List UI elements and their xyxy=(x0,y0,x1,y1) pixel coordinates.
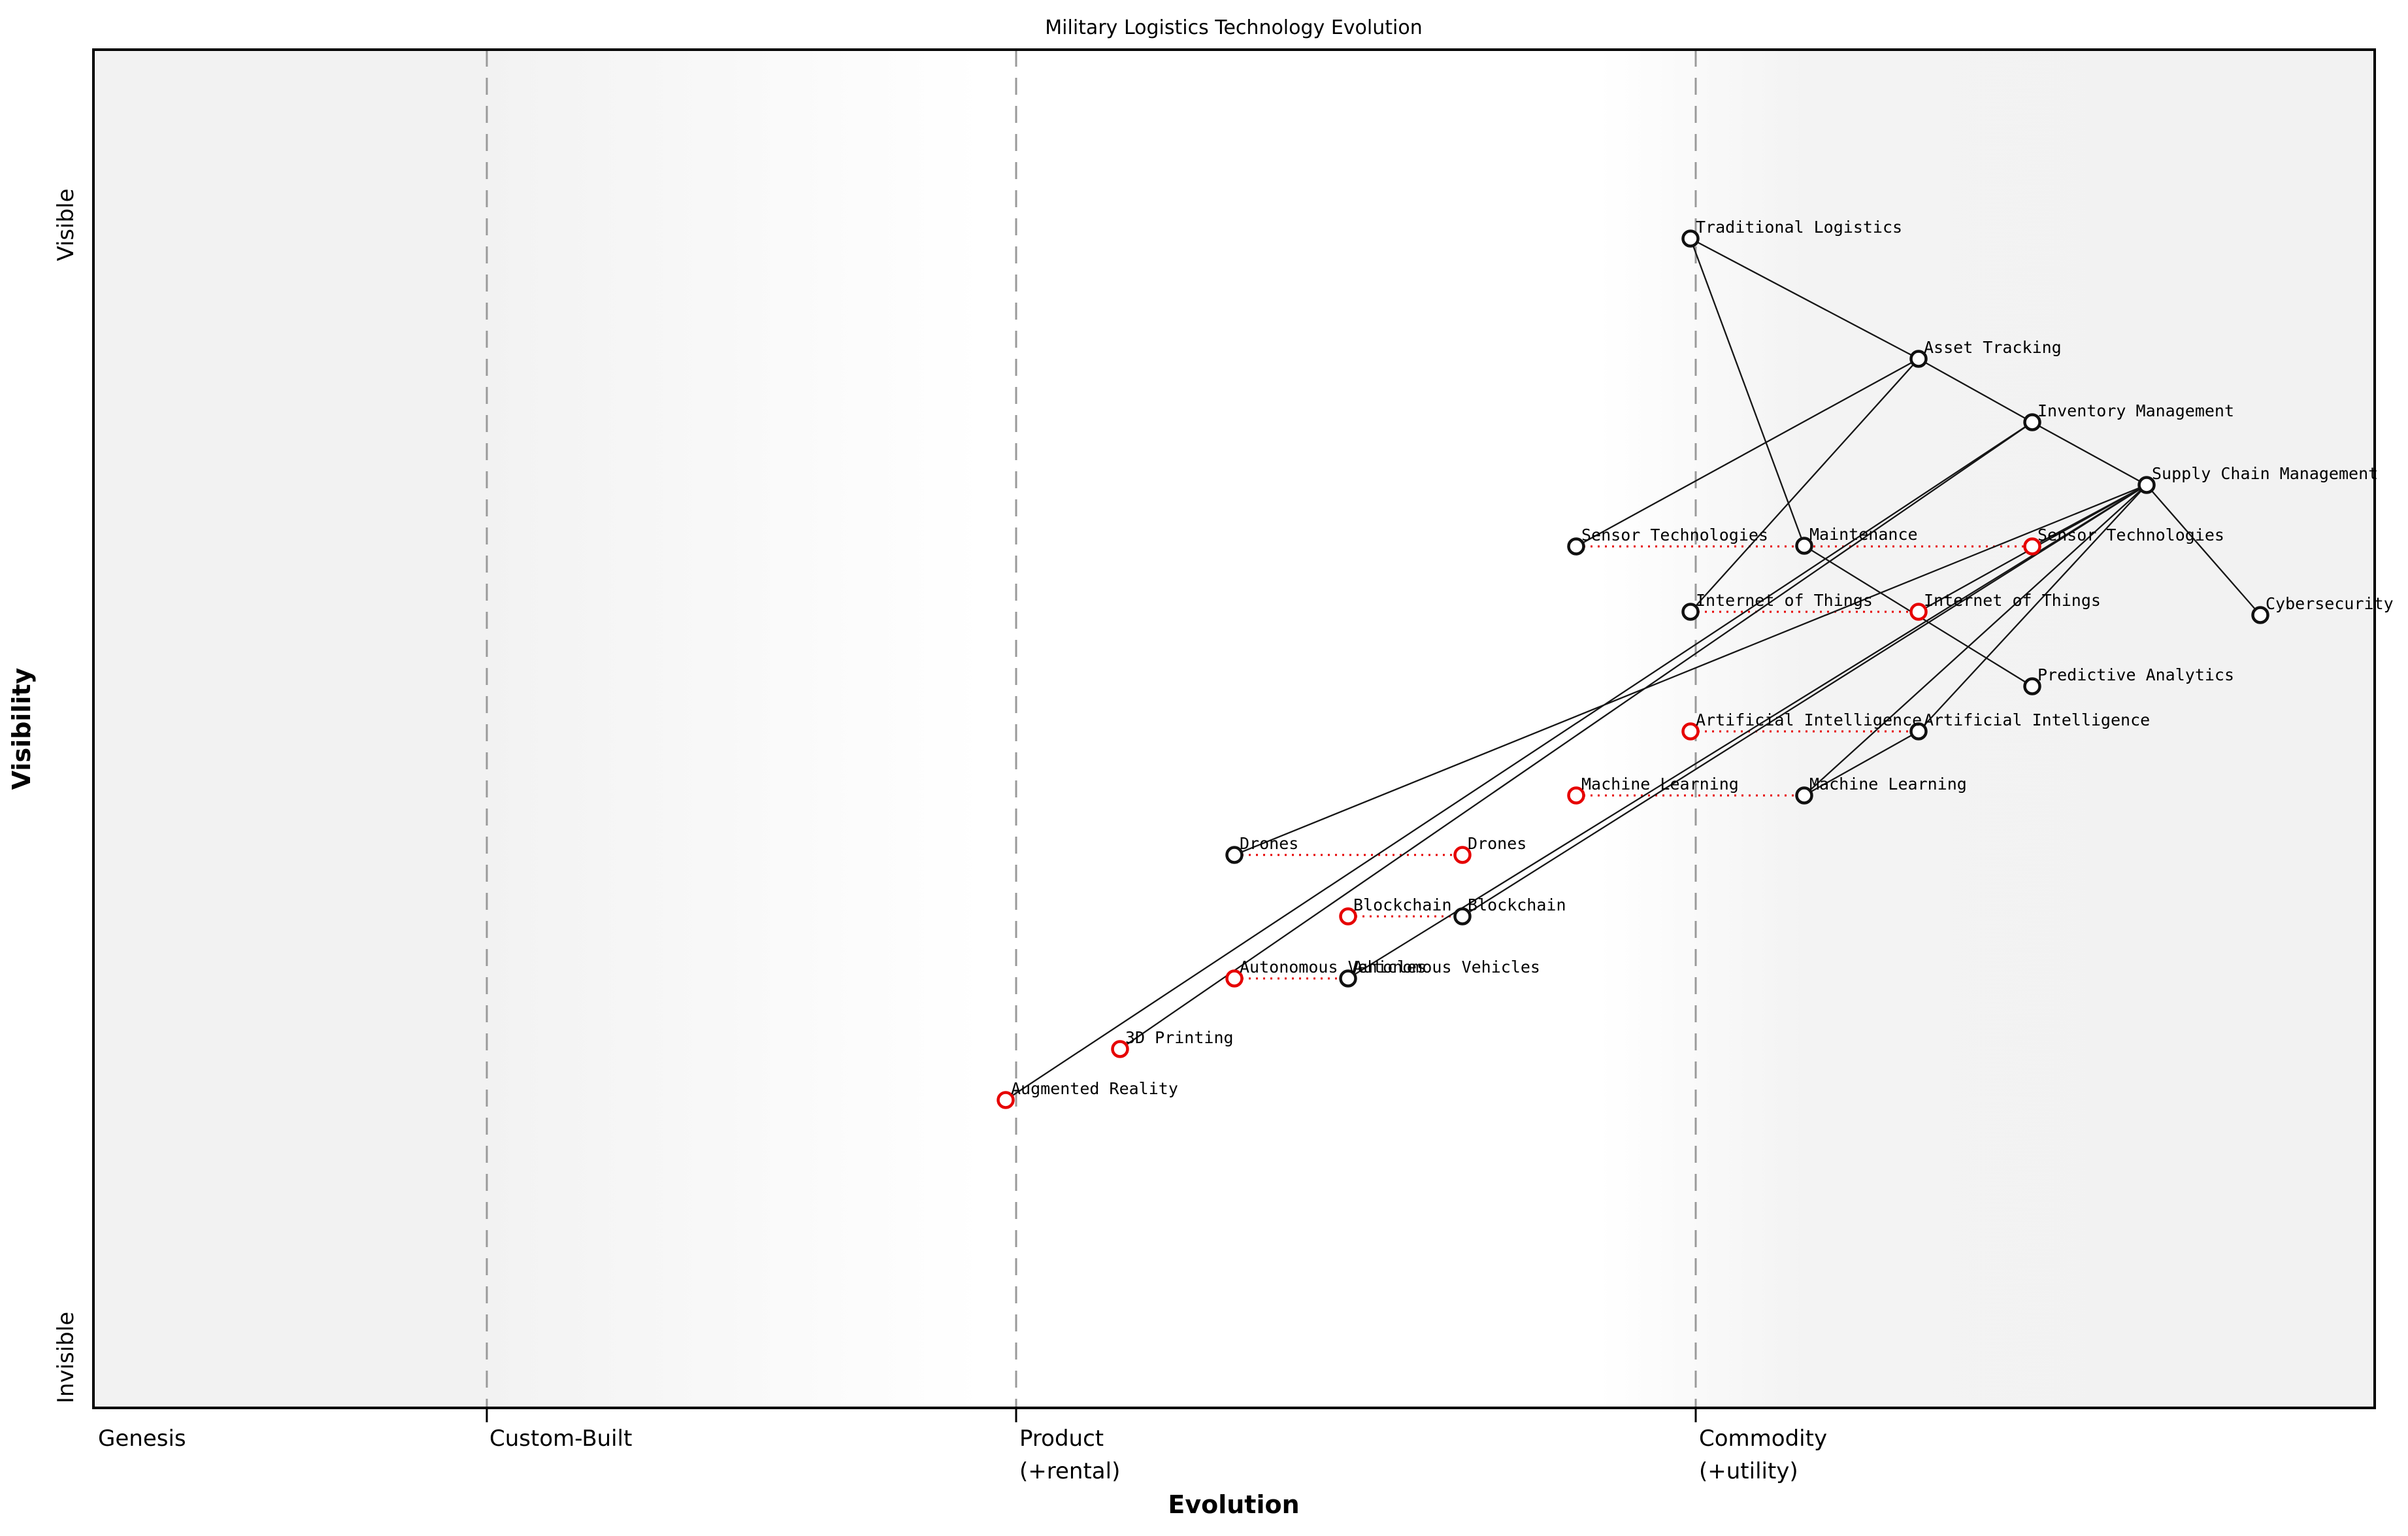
x-axis-title: Evolution xyxy=(1168,1490,1299,1519)
node-mnt xyxy=(1795,537,1813,555)
node-st_b xyxy=(1567,537,1585,556)
node-label-pa: Predictive Analytics xyxy=(2037,665,2234,684)
graph-edge xyxy=(1804,484,2147,796)
node-label-mnt: Maintenance xyxy=(1809,525,1918,544)
node-bc_b xyxy=(1453,907,1472,926)
node-ai_b xyxy=(1909,722,1928,741)
graph-edge xyxy=(1575,358,1919,548)
graph-edge xyxy=(1804,730,1919,797)
node-label-av_r: Autonomous Vehicles xyxy=(1240,958,1427,977)
node-dr_r xyxy=(1453,846,1472,864)
node-label-dr_b: Drones xyxy=(1240,834,1298,853)
graph-edge xyxy=(1918,358,2033,424)
graph-edge xyxy=(1462,484,2147,917)
node-iot_b xyxy=(1681,603,1700,621)
node-label-av_b: Autonomous Vehicles xyxy=(1353,958,1540,977)
node-label-ml_b: Machine Learning xyxy=(1809,775,1967,793)
node-iot_r xyxy=(1909,603,1928,621)
dependency-edges-group xyxy=(1005,237,2261,1101)
x-tick-label: (+rental) xyxy=(1019,1458,1120,1484)
node-label-ml_r: Machine Learning xyxy=(1581,775,1739,793)
node-label-at: Asset Tracking xyxy=(1924,338,2062,357)
node-av_b xyxy=(1339,969,1357,988)
y-tick-visible: Visible xyxy=(53,188,79,261)
node-label-scm: Supply Chain Management xyxy=(2152,464,2378,483)
graph-edge xyxy=(1119,422,2033,1050)
graph-edge xyxy=(2032,421,2147,486)
node-bc_r xyxy=(1339,907,1357,926)
plot-border xyxy=(92,48,2376,1409)
node-p3d xyxy=(1111,1040,1129,1058)
node-at xyxy=(1909,350,1928,368)
node-scm xyxy=(2137,476,2156,494)
plot-background xyxy=(93,50,2375,1408)
evolution-links-group xyxy=(1234,545,2032,980)
node-st_r xyxy=(2023,537,2041,556)
node-pa xyxy=(2023,677,2041,695)
graph-edge xyxy=(1690,358,1919,612)
node-label-dr_r: Drones xyxy=(1468,834,1526,853)
x-tick-label: Genesis xyxy=(98,1426,186,1452)
node-label-cyb: Cybersecurity xyxy=(2266,594,2394,613)
chart-title: Military Logistics Technology Evolution xyxy=(1045,16,1422,39)
node-label-im: Inventory Management xyxy=(2037,401,2234,420)
component-labels-group: Traditional Logistics Asset Tracking Inven… xyxy=(1011,218,2394,1098)
node-tl xyxy=(1681,229,1700,248)
node-label-ai_r: Artificial Intelligence xyxy=(1696,710,1922,729)
x-tick-labels-group: Genesis Custom-Built Product (+rental) Commo… xyxy=(98,1426,1827,1484)
graph-edge xyxy=(2146,484,2261,616)
x-tick-label: Custom-Built xyxy=(489,1426,632,1452)
node-label-st_b: Sensor Technologies xyxy=(1581,526,1768,544)
x-tick-label: Commodity xyxy=(1699,1426,1827,1452)
node-label-ar: Augmented Reality xyxy=(1011,1079,1178,1098)
node-ml_b xyxy=(1795,786,1813,805)
node-cyb xyxy=(2251,606,2269,624)
y-tick-invisible: Invisible xyxy=(53,1312,79,1403)
node-im xyxy=(2023,413,2041,431)
node-label-bc_b: Blockchain xyxy=(1468,895,1566,914)
y-axis-title: Visibility xyxy=(7,667,36,790)
graph-edge xyxy=(1689,238,1806,546)
node-label-iot_r: Internet of Things xyxy=(1924,591,2101,610)
x-tick-label: (+utility) xyxy=(1699,1458,1798,1484)
node-ml_r xyxy=(1567,786,1585,805)
node-label-p3d: 3D Printing xyxy=(1125,1028,1234,1047)
graph-edge xyxy=(1918,484,2147,732)
node-av_r xyxy=(1225,969,1244,988)
x-tick-label: Product xyxy=(1019,1426,1104,1452)
node-ai_r xyxy=(1681,722,1700,741)
node-label-iot_b: Internet of Things xyxy=(1696,591,1873,610)
graph-edge xyxy=(1005,422,2033,1101)
node-label-st_r: Sensor Technologies xyxy=(2037,526,2224,544)
node-ar xyxy=(997,1091,1015,1109)
node-label-tl: Traditional Logistics xyxy=(1696,218,1902,237)
graph-edge xyxy=(1234,484,2147,856)
node-label-bc_r: Blockchain xyxy=(1353,895,1452,914)
graph-edge xyxy=(1347,484,2147,979)
component-nodes-group xyxy=(997,229,2269,1109)
node-label-ai_b: Artificial Intelligence xyxy=(1924,710,2150,729)
node-dr_b xyxy=(1225,846,1244,864)
graph-edge xyxy=(1690,237,1919,360)
